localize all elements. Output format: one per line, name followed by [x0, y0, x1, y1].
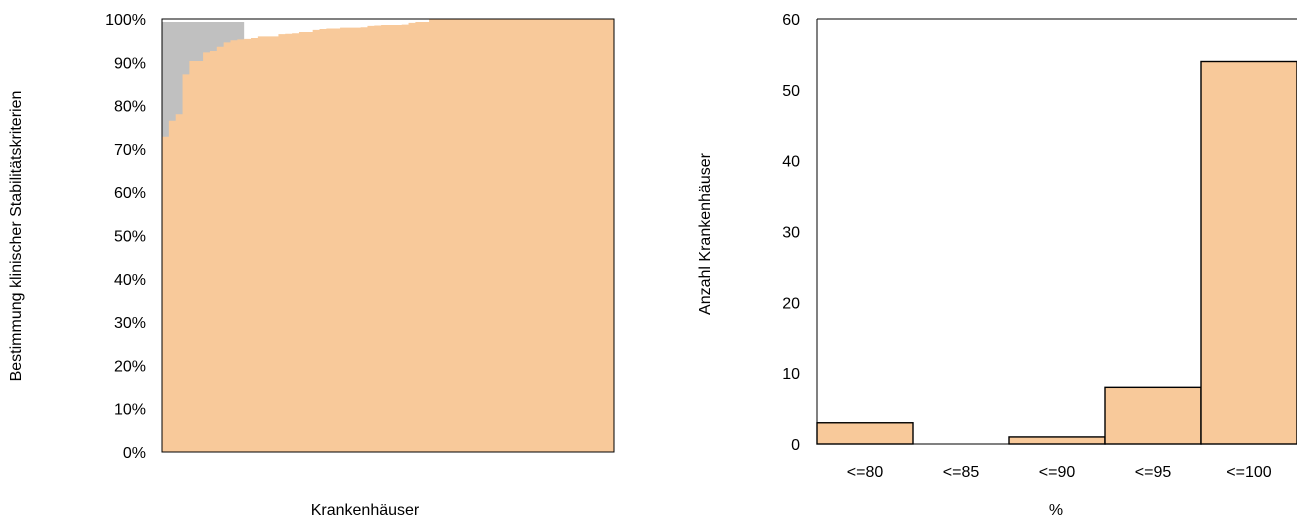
- histogram-x-tick-label: <=85: [943, 464, 980, 481]
- benchmark-area: [162, 19, 614, 452]
- histogram-y-tick-label: 20: [782, 295, 800, 312]
- benchmark-y-tick-label: 80%: [114, 99, 146, 116]
- benchmark-y-tick-label: 90%: [114, 55, 146, 72]
- histogram-x-ticks: <=80 <=85 <=90 <=95 <=100: [847, 464, 1272, 481]
- benchmark-y-tick-label: 50%: [114, 229, 146, 246]
- histogram-x-tick-label: <=100: [1226, 464, 1271, 481]
- histogram-x-axis-label: %: [1049, 502, 1063, 519]
- benchmark-y-tick-label: 70%: [114, 142, 146, 159]
- histogram-y-axis-label: Anzahl Krankenhäuser: [697, 152, 714, 315]
- histogram-x-tick-label: <=90: [1039, 464, 1076, 481]
- benchmark-y-ticks: 0% 10% 20% 30% 40% 50% 60% 70% 80% 90% 100%: [105, 12, 146, 462]
- histogram-bar: [1200, 60, 1297, 445]
- histogram-x-tick-label: <=95: [1135, 464, 1172, 481]
- benchmark-y-tick-label: 0%: [123, 445, 146, 462]
- benchmark-y-tick-label: 30%: [114, 315, 146, 332]
- histogram-bar: [816, 422, 914, 445]
- benchmark-x-axis-label: Krankenhäuser: [311, 502, 420, 519]
- histogram-bar: [1008, 436, 1106, 445]
- histogram-y-ticks: 0 10 20 30 40 50 60: [782, 12, 800, 454]
- histogram-y-tick-label: 30: [782, 225, 800, 242]
- histogram-y-tick-label: 50: [782, 83, 800, 100]
- benchmark-chart: 0% 10% 20% 30% 40% 50% 60% 70% 80% 90% 100% Bestim…: [8, 12, 615, 519]
- benchmark-y-axis-label: Bestimmung klinischer Stabilitätskriteri…: [8, 91, 25, 382]
- benchmark-y-tick-label: 20%: [114, 358, 146, 375]
- histogram-bar: [1104, 386, 1202, 445]
- histogram-chart: 0 10 20 30 40 50 60 <=80 <=85 <=90 <=95 <=100 Anza…: [697, 12, 1297, 519]
- benchmark-y-tick-label: 10%: [114, 402, 146, 419]
- histogram-x-tick-label: <=80: [847, 464, 884, 481]
- histogram-y-tick-label: 0: [791, 437, 800, 454]
- histogram-y-tick-label: 10: [782, 366, 800, 383]
- benchmark-series: [162, 19, 614, 453]
- histogram-bars: [816, 60, 1297, 445]
- histogram-y-tick-label: 40: [782, 154, 800, 171]
- benchmark-plot-frame: [161, 18, 615, 453]
- benchmark-y-tick-label: 100%: [105, 12, 146, 29]
- benchmark-y-tick-label: 60%: [114, 185, 146, 202]
- benchmark-y-tick-label: 40%: [114, 272, 146, 289]
- histogram-y-tick-label: 60: [782, 12, 800, 29]
